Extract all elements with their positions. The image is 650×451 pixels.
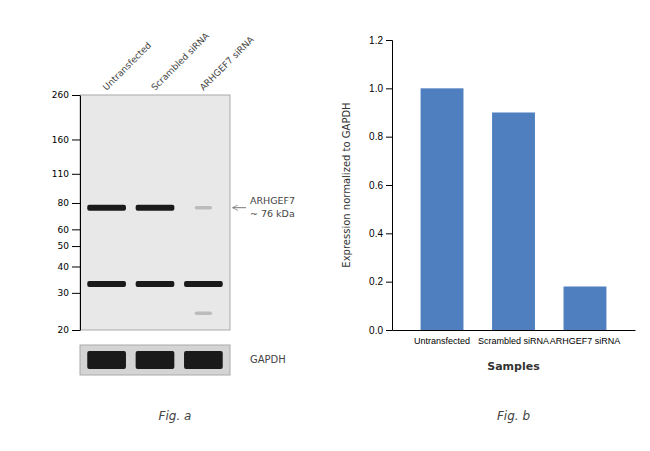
tick-label: 50 [58,241,70,251]
tick: 260 [52,90,80,100]
blot-panel: 260160110806050403020UntransfectedScramb… [52,30,295,423]
tick-mark [386,185,392,186]
tick-mark [386,233,392,234]
tick-mark [72,139,80,140]
tick: 1.0 [369,83,392,94]
x-axis: Untransfected Scrambled siRNAARHGEF7 siRN… [393,331,636,347]
annotation: GAPDH [250,354,286,365]
tick-mark [386,330,392,331]
annotation-arrow [233,207,246,208]
band [87,205,126,211]
title: Fig. a [159,409,192,423]
tick: 1.2 [369,35,392,46]
tick-mark [386,137,392,138]
bar [421,88,464,330]
tick: 0.6 [369,180,392,191]
tick: 110 [52,169,80,179]
lane-label: Untransfected [101,40,153,92]
tick-label: 0.0 [369,325,383,336]
tick: Untransfected [414,336,470,346]
annotation: ~ 76 kDa [250,208,295,219]
tick: 160 [52,135,80,145]
bands [87,205,222,315]
tick-label: 0.2 [369,276,383,287]
lane-label: ARHGEF7 siRNA [198,34,257,93]
loading-control-strip [80,345,230,375]
tick-mark [386,282,392,283]
tick-label: 110 [52,169,69,179]
tick-mark [72,246,80,247]
figure: 260 160 110 80 60 50 40 30 20 Untransfected Scramb… [0,0,650,451]
tick-label: Scrambled siRNA [478,336,549,346]
band [184,281,223,287]
band [87,281,126,287]
tick-mark [72,330,80,331]
bars [421,88,607,330]
tick-mark [72,95,80,96]
tick: 20 [58,325,80,335]
tick-mark [72,203,80,204]
x-axis-title: Samples [487,360,540,373]
axis-line [386,41,393,331]
band [136,281,175,287]
band [136,205,175,211]
annotation: ARHGEF7 [250,195,295,206]
tick: 80 [58,198,80,208]
tick-mark [72,266,80,267]
loading-control-band [184,351,223,369]
tick-mark [386,88,392,89]
tick: ARHGEF7 siRNA [550,336,621,346]
loading-control-band [136,351,175,369]
axis-line [393,330,636,331]
tick: 50 [58,241,80,251]
tick-label: 40 [58,262,70,272]
tick-label: 80 [58,198,70,208]
tick-label: 30 [58,288,70,298]
tick-label: 0.4 [369,228,383,239]
tick: 0.2 [369,276,392,287]
tick: 30 [58,288,80,298]
tick-label: 1.0 [369,83,383,94]
tick: 40 [58,262,80,272]
y-axis-title: Expression normalized to GAPDH [341,102,352,267]
ladder-axis: 260 160 110 80 60 50 40 30 20 [52,90,81,335]
tick-label: 20 [58,325,70,335]
tick: 0.8 [369,131,392,142]
faint-band [195,206,212,210]
tick-label: 60 [58,225,70,235]
tick-label: ARHGEF7 siRNA [550,336,621,346]
tick-label: 0.8 [369,131,383,142]
bar [492,113,535,331]
blot-membrane [80,95,230,330]
title: Fig. b [497,409,530,423]
tick-mark [72,293,80,294]
tick-label: 1.2 [369,35,383,46]
tick-label: 160 [52,135,69,145]
tick-label: Untransfected [414,336,470,346]
tick: Scrambled siRNA [478,336,549,346]
axis-line [80,96,81,331]
tick-label: 0.6 [369,180,383,191]
faint-band [195,311,212,315]
y-axis: 0.0 0.2 0.4 0.6 0.8 1.0 1.2 [369,35,392,336]
tick-mark [386,40,392,41]
tick: 0.0 [369,325,392,336]
tick-mark [72,174,80,175]
loading-control-band [87,351,126,369]
bar [564,287,607,331]
tick-label: 260 [52,90,69,100]
bar-panel: 0.0 0.2 0.4 0.6 0.8 1.0 1.2 Untransfected Scramb… [341,35,636,423]
tick: 60 [58,225,80,235]
tick-mark [72,229,80,230]
tick: 0.4 [369,228,392,239]
